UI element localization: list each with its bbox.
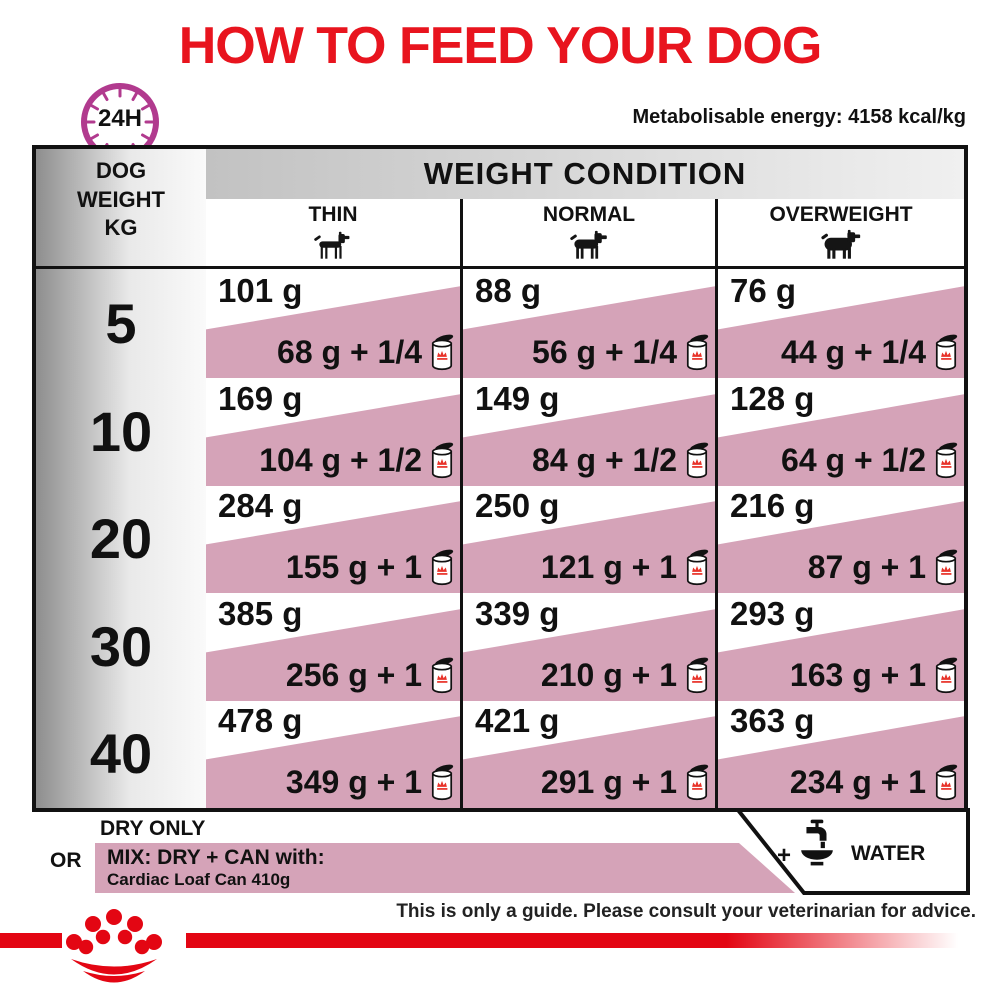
- cell-20kg-overweight: 216 g 87 g + 1: [718, 485, 964, 593]
- cell-40kg-normal: 421 g 291 g + 1: [463, 700, 715, 808]
- column-divider-2: [715, 199, 718, 808]
- can-icon: [933, 759, 959, 805]
- cell-10kg-overweight: 128 g 64 g + 1/2: [718, 378, 964, 486]
- column-header-normal: NORMAL: [463, 203, 715, 261]
- cell-20kg-thin: 284 g 155 g + 1: [206, 485, 460, 593]
- condition-header: WEIGHT CONDITION: [423, 156, 747, 191]
- red-stripe-left: [0, 933, 62, 948]
- column-divider-1: [460, 199, 463, 808]
- page-title: HOW TO FEED YOUR DOG: [178, 17, 823, 75]
- or-label: OR: [50, 849, 82, 872]
- cell-10kg-normal: 149 g 84 g + 1/2: [463, 378, 715, 486]
- red-stripe-right: [186, 933, 958, 948]
- can-icon: [684, 437, 710, 483]
- weight-column-background: [36, 149, 206, 808]
- weight-value: 30: [89, 615, 153, 678]
- cell-5kg-overweight: 76 g 44 g + 1/4: [718, 270, 964, 378]
- plus-sign: +: [777, 842, 792, 869]
- mix-legend-band: MIX: DRY + CAN with: Cardiac Loaf Can 41…: [95, 843, 795, 893]
- can-icon: [429, 437, 455, 483]
- condition-header-band: [206, 149, 964, 199]
- column-header-overweight: OVERWEIGHT: [718, 203, 964, 261]
- disclaimer-text: This is only a guide. Please consult you…: [396, 901, 976, 922]
- can-icon: [933, 437, 959, 483]
- weight-value: 20: [89, 507, 153, 570]
- header-divider: [36, 266, 964, 269]
- dog-thin-icon: [314, 231, 350, 259]
- 24h-clock-icon: [81, 83, 159, 161]
- mix-legend-line2: Cardiac Loaf Can 410g: [107, 870, 291, 889]
- cell-40kg-overweight: 363 g 234 g + 1: [718, 700, 964, 808]
- clock-24h-label: 24H: [97, 105, 143, 132]
- can-icon: [933, 544, 959, 590]
- cell-30kg-thin: 385 g 256 g + 1: [206, 593, 460, 701]
- column-header-thin: THIN: [206, 203, 460, 261]
- cell-10kg-thin: 169 g 104 g + 1/2: [206, 378, 460, 486]
- can-icon: [933, 652, 959, 698]
- can-icon: [429, 544, 455, 590]
- water-tap-icon: [801, 819, 833, 866]
- weight-value: 5: [105, 292, 137, 355]
- can-icon: [684, 652, 710, 698]
- can-icon: [429, 759, 455, 805]
- feeding-table: WEIGHT CONDITION DOG WEIGHT KG THIN NORM…: [32, 145, 968, 812]
- cell-5kg-thin: 101 g 68 g + 1/4: [206, 270, 460, 378]
- royal-canin-crown-logo: [66, 909, 162, 983]
- dog-overweight-icon: [821, 229, 861, 259]
- energy-note: Metabolisable energy: 4158 kcal/kg: [632, 106, 967, 128]
- cell-30kg-overweight: 293 g 163 g + 1: [718, 593, 964, 701]
- can-icon: [684, 759, 710, 805]
- dry-only-label: DRY ONLY: [100, 817, 206, 840]
- weight-header: DOG WEIGHT KG: [77, 158, 165, 241]
- cell-30kg-normal: 339 g 210 g + 1: [463, 593, 715, 701]
- cell-40kg-thin: 478 g 349 g + 1: [206, 700, 460, 808]
- mix-legend-line1: MIX: DRY + CAN with:: [107, 846, 325, 869]
- dog-normal-icon: [570, 230, 607, 259]
- cell-5kg-normal: 88 g 56 g + 1/4: [463, 270, 715, 378]
- can-icon: [933, 329, 959, 375]
- water-callout-shape: [733, 808, 970, 895]
- can-icon: [684, 544, 710, 590]
- can-icon: [429, 329, 455, 375]
- cell-20kg-normal: 250 g 121 g + 1: [463, 485, 715, 593]
- can-icon: [429, 652, 455, 698]
- weight-value: 40: [89, 722, 153, 785]
- water-label: WATER: [851, 842, 926, 865]
- can-icon: [684, 329, 710, 375]
- weight-value: 10: [89, 400, 153, 463]
